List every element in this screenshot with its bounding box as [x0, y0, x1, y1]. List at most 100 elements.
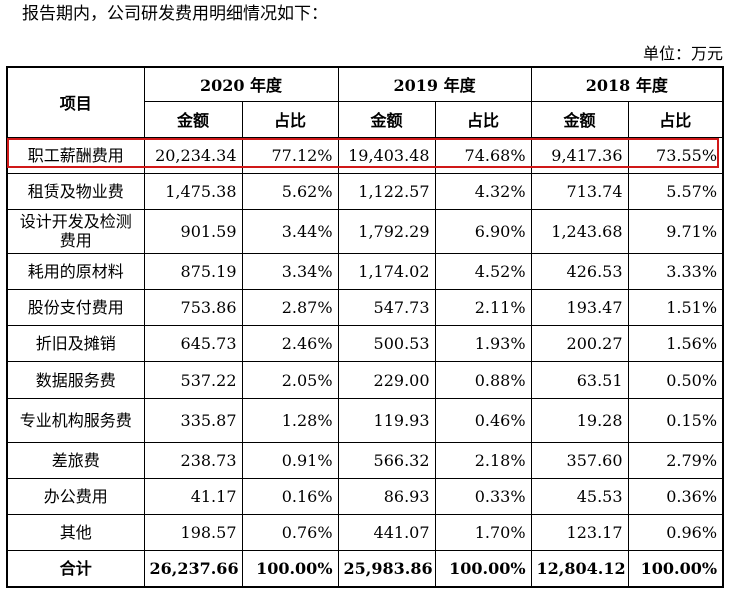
amount-cell: 1,174.02	[337, 252, 436, 291]
ratio-cell: 2.79%	[627, 441, 724, 479]
amount-cell: 19,403.48	[337, 136, 436, 174]
table-row: 专业机构服务费 335.87 1.28% 119.93 0.46% 19.28 0.15%	[6, 397, 724, 443]
amount-cell: 901.59	[143, 208, 243, 255]
ratio-cell: 2.11%	[434, 289, 532, 327]
row-name: 折旧及摊销	[6, 325, 145, 363]
total-amount-cell: 26,237.66	[143, 550, 243, 588]
amount-header: 金额	[337, 100, 436, 138]
ratio-cell: 5.57%	[627, 172, 724, 210]
ratio-cell: 74.68%	[434, 136, 532, 174]
ratio-cell: 0.15%	[627, 397, 724, 443]
amount-cell: 645.73	[143, 325, 243, 363]
table-row: 数据服务费 537.22 2.05% 229.00 0.88% 63.51 0.50%	[6, 361, 724, 399]
ratio-cell: 1.51%	[627, 289, 724, 327]
row-name: 办公费用	[6, 477, 145, 516]
table-row: 设计开发及检测费用 901.59 3.44% 1,792.29 6.90% 1,243.6…	[6, 208, 724, 255]
ratio-cell: 0.88%	[434, 361, 532, 399]
amount-cell: 19.28	[530, 397, 629, 443]
unit-label: 单位：万元	[642, 44, 723, 63]
amount-cell: 86.93	[337, 477, 436, 516]
amount-cell: 753.86	[143, 289, 243, 327]
ratio-cell: 4.32%	[434, 172, 532, 210]
total-ratio-cell: 100.00%	[241, 550, 339, 588]
table-row: 差旅费 238.73 0.91% 566.32 2.18% 357.60 2.79%	[6, 441, 724, 479]
amount-cell: 537.22	[143, 361, 243, 399]
intro-text: 报告期内，公司研发费用明细情况如下：	[22, 4, 328, 24]
amount-cell: 229.00	[337, 361, 436, 399]
row-name: 专业机构服务费	[6, 397, 145, 443]
item-header: 项目	[6, 66, 145, 138]
amount-cell: 713.74	[530, 172, 629, 210]
amount-header: 金额	[143, 100, 243, 138]
expense-table-container: 项目 2020 年度 2019 年度 2018 年度 金额 占比 金额 占比 金…	[6, 66, 725, 588]
amount-cell: 200.27	[530, 325, 629, 363]
ratio-header: 占比	[241, 100, 339, 138]
ratio-header: 占比	[627, 100, 724, 138]
ratio-cell: 0.91%	[241, 441, 339, 479]
year-header-2020: 2020 年度	[143, 66, 339, 102]
ratio-cell: 73.55%	[627, 136, 724, 174]
table-row: 职工薪酬费用 20,234.34 77.12% 19,403.48 74.68% 9,41…	[6, 136, 724, 174]
ratio-cell: 2.18%	[434, 441, 532, 479]
amount-cell: 566.32	[337, 441, 436, 479]
row-name: 数据服务费	[6, 361, 145, 399]
amount-cell: 41.17	[143, 477, 243, 516]
amount-cell: 1,243.68	[530, 208, 629, 255]
total-ratio-cell: 100.00%	[434, 550, 532, 588]
row-name: 职工薪酬费用	[6, 136, 145, 174]
ratio-cell: 4.52%	[434, 252, 532, 291]
table-row: 办公费用 41.17 0.16% 86.93 0.33% 45.53 0.36%	[6, 477, 724, 516]
amount-cell: 198.57	[143, 514, 243, 552]
amount-cell: 547.73	[337, 289, 436, 327]
ratio-cell: 2.46%	[241, 325, 339, 363]
row-name: 差旅费	[6, 441, 145, 479]
row-name: 其他	[6, 514, 145, 552]
amount-cell: 357.60	[530, 441, 629, 479]
amount-cell: 1,792.29	[337, 208, 436, 255]
amount-cell: 1,122.57	[337, 172, 436, 210]
ratio-cell: 1.28%	[241, 397, 339, 443]
amount-cell: 875.19	[143, 252, 243, 291]
amount-header: 金额	[530, 100, 629, 138]
amount-cell: 500.53	[337, 325, 436, 363]
ratio-cell: 1.70%	[434, 514, 532, 552]
ratio-cell: 0.76%	[241, 514, 339, 552]
row-name: 股份支付费用	[6, 289, 145, 327]
ratio-cell: 3.33%	[627, 252, 724, 291]
table-row: 折旧及摊销 645.73 2.46% 500.53 1.93% 200.27 1.56%	[6, 325, 724, 363]
amount-cell: 45.53	[530, 477, 629, 516]
table-row: 耗用的原材料 875.19 3.34% 1,174.02 4.52% 426.53 3.33…	[6, 252, 724, 291]
ratio-cell: 2.05%	[241, 361, 339, 399]
ratio-cell: 3.44%	[241, 208, 339, 255]
table-row: 租赁及物业费 1,475.38 5.62% 1,122.57 4.32% 713.74 5.…	[6, 172, 724, 210]
amount-cell: 123.17	[530, 514, 629, 552]
amount-cell: 9,417.36	[530, 136, 629, 174]
amount-cell: 63.51	[530, 361, 629, 399]
amount-cell: 20,234.34	[143, 136, 243, 174]
table-body: 职工薪酬费用 20,234.34 77.12% 19,403.48 74.68% 9,41…	[6, 136, 724, 588]
ratio-cell: 77.12%	[241, 136, 339, 174]
ratio-cell: 1.93%	[434, 325, 532, 363]
ratio-cell: 0.96%	[627, 514, 724, 552]
ratio-cell: 1.56%	[627, 325, 724, 363]
rd-expense-table: 项目 2020 年度 2019 年度 2018 年度 金额 占比 金额 占比 金…	[6, 66, 725, 588]
year-header-2018: 2018 年度	[530, 66, 724, 102]
amount-cell: 1,475.38	[143, 172, 243, 210]
row-name: 耗用的原材料	[6, 252, 145, 291]
ratio-cell: 5.62%	[241, 172, 339, 210]
amount-cell: 335.87	[143, 397, 243, 443]
amount-cell: 441.07	[337, 514, 436, 552]
amount-cell: 193.47	[530, 289, 629, 327]
ratio-cell: 3.34%	[241, 252, 339, 291]
ratio-cell: 0.16%	[241, 477, 339, 516]
ratio-cell: 0.33%	[434, 477, 532, 516]
table-row: 股份支付费用 753.86 2.87% 547.73 2.11% 193.47 1.51%	[6, 289, 724, 327]
year-header-2019: 2019 年度	[337, 66, 532, 102]
total-label: 合计	[6, 550, 145, 588]
amount-cell: 119.93	[337, 397, 436, 443]
total-amount-cell: 25,983.86	[337, 550, 436, 588]
ratio-cell: 2.87%	[241, 289, 339, 327]
ratio-header: 占比	[434, 100, 532, 138]
row-name: 租赁及物业费	[6, 172, 145, 210]
amount-cell: 426.53	[530, 252, 629, 291]
